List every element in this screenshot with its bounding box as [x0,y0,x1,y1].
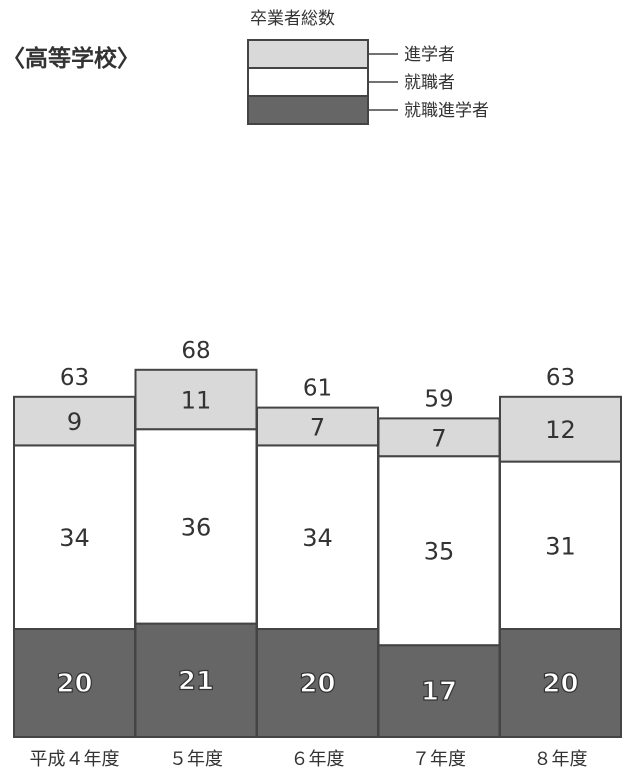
legend-swatch-advance [247,39,369,69]
legend-label-employed-advance: 就職進学者 [404,101,489,121]
chart-title: 〈高等学校〉 [2,45,140,72]
x-tick-label-1: 平成４年度 [30,749,120,770]
value-label-advance-5: 12 [545,416,576,444]
total-label-1: 63 [60,365,89,391]
bar-segment-advance-1 [13,395,136,447]
total-label-5: 63 [546,365,575,391]
x-tick-label-5: ８年度 [534,749,588,770]
value-label-advance-1: 9 [67,408,82,436]
legend-title: 卒業者総数 [250,9,335,29]
legend-swatch-employed [247,67,369,97]
bars [13,368,622,739]
bar-segment-employed-3 [256,444,379,630]
x-tick-label-3: ６年度 [291,749,345,770]
bar-segment-advance-4 [377,417,501,458]
legend-label-employed: 就職者 [404,73,455,93]
total-label-3: 61 [303,376,332,402]
bar-segment-employed-2 [134,428,258,625]
x-tick-label-2: ５年度 [169,749,223,770]
value-label-employed-advance-1: 20 [56,669,92,699]
value-label-employed-4: 35 [424,538,455,566]
value-label-employed-5: 31 [545,532,576,560]
total-label-2: 68 [181,338,210,364]
value-label-advance-4: 7 [431,424,446,452]
value-label-employed-3: 34 [302,524,333,552]
bar-labels: 20 34 9 63 21 36 11 68 20 34 7 61 17 35 7 59 20 31 12 63 [56,338,579,708]
bar-segment-employed-advance-2 [134,622,258,738]
bar-segment-advance-5 [499,395,622,463]
bar-segment-advance-2 [134,368,258,431]
value-label-advance-3: 7 [310,414,325,442]
bar-segment-employed-advance-5 [499,628,622,738]
bar-segment-employed-advance-1 [13,628,136,738]
legend: 卒業者総数 進学者 就職者 就職進学者 [247,9,489,125]
value-label-employed-1: 34 [59,524,90,552]
value-label-advance-2: 11 [181,387,212,415]
value-label-employed-advance-5: 20 [542,669,578,699]
legend-swatch-employed-advance [247,95,369,125]
x-axis-labels: 平成４年度 ５年度 ６年度 ７年度 ８年度 [30,749,588,770]
value-label-employed-advance-3: 20 [299,669,335,699]
total-label-4: 59 [424,386,453,412]
legend-label-advance: 進学者 [404,45,455,65]
bar-segment-employed-4 [377,455,501,647]
value-label-employed-advance-4: 17 [421,677,457,707]
value-label-employed-2: 36 [181,513,212,541]
bar-segment-employed-5 [499,460,622,630]
value-label-employed-advance-2: 21 [178,666,214,696]
x-tick-label-4: ７年度 [412,749,466,770]
